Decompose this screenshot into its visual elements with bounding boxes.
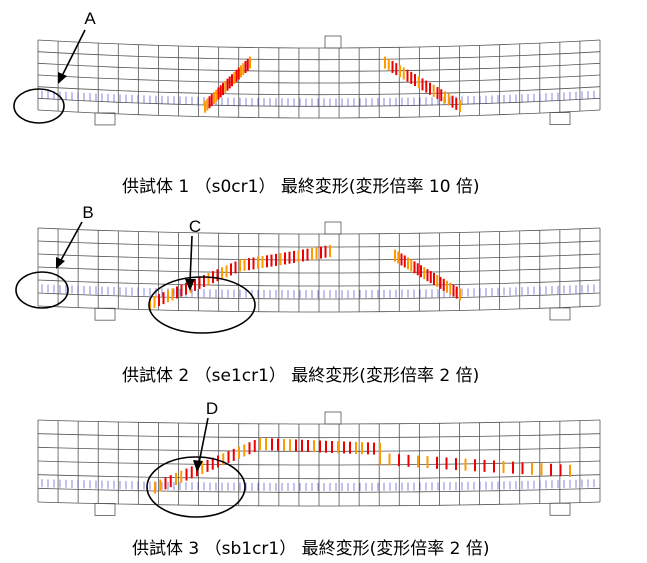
support [95,113,115,125]
load-block [325,36,341,48]
label: C [189,217,201,236]
figure: A B C D 供試体 1 （s0cr1） 最終変形(変形倍率 10 倍) 供試… [0,0,647,563]
support [550,503,570,515]
support [95,308,115,320]
caption: 供試体 3 （sb1cr1） 最終変形(変形倍率 2 倍) [132,539,490,559]
ellipse [14,89,64,123]
label: D [206,399,218,418]
meshes [38,36,600,515]
load-block [325,222,341,234]
mesh-line [38,420,600,424]
mesh-line [38,40,600,48]
arrow [190,236,192,282]
caption: 供試体 2 （se1cr1） 最終変形(変形倍率 2 倍) [122,366,479,386]
caption: 供試体 1 （s0cr1） 最終変形(変形倍率 10 倍) [122,177,480,197]
label: A [84,9,96,28]
page: A B C D 供試体 1 （s0cr1） 最終変形(変形倍率 10 倍) 供試… [0,0,647,563]
label: B [82,203,93,222]
arrow-head [56,257,65,269]
mesh-line [38,228,600,234]
support [550,113,570,125]
arrow [199,418,208,463]
support [550,308,570,320]
support [95,503,115,515]
load-block [325,412,341,424]
